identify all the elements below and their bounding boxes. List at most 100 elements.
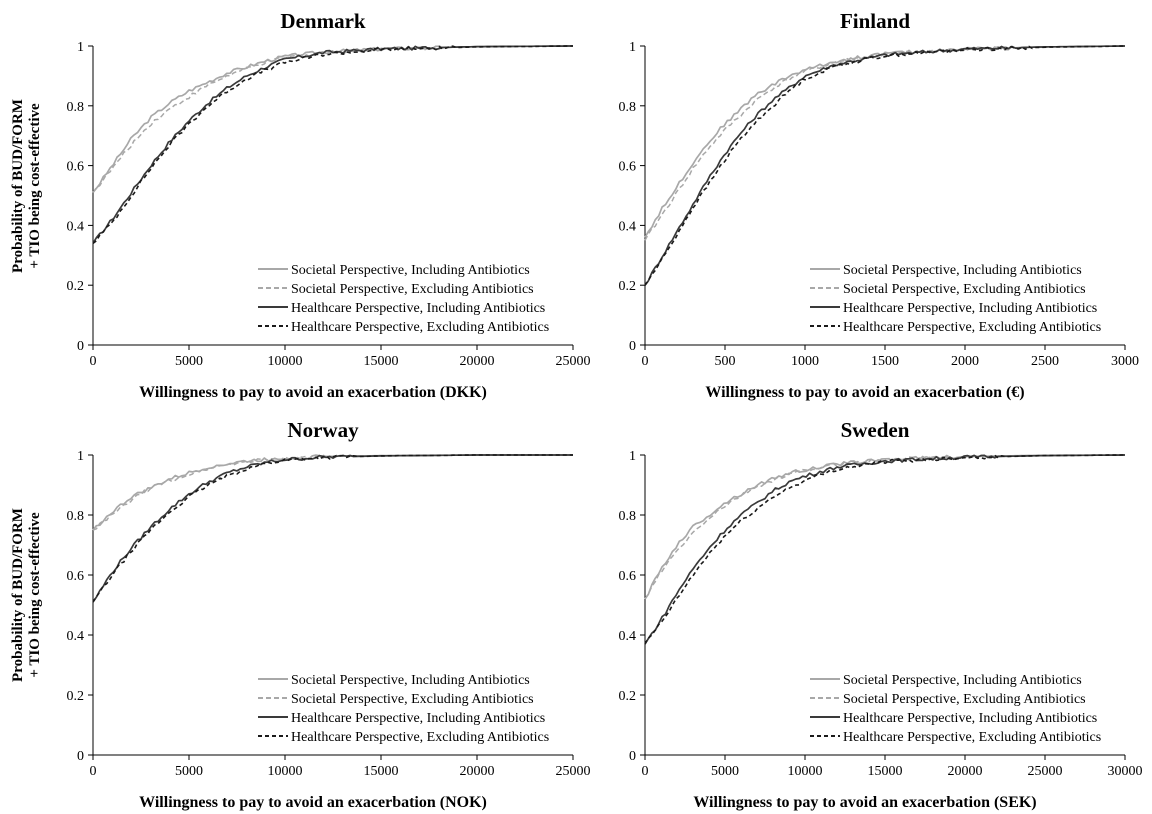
x-tick-label: 0	[642, 764, 649, 779]
series-line	[92, 45, 573, 194]
y-axis-title-line1: Probability of BUD/FORM	[10, 99, 26, 273]
y-tick-label: 0.8	[67, 509, 85, 524]
x-tick-label: 0	[90, 764, 97, 779]
series-line	[92, 454, 573, 603]
x-axis-label: Willingness to pay to avoid an exacerbat…	[705, 384, 1024, 401]
y-tick-label: 0.4	[67, 629, 85, 644]
y-tick-label: 0.4	[619, 219, 637, 234]
legend-label: Societal Perspective, Including Antibiot…	[843, 263, 1082, 278]
series-line	[644, 454, 1125, 645]
series-line	[92, 454, 573, 531]
x-tick-label: 5000	[711, 764, 739, 779]
x-tick-label: 1500	[871, 354, 899, 369]
x-axis-label: Willingness to pay to avoid an exacerbat…	[139, 794, 487, 811]
series-line	[92, 45, 573, 244]
x-tick-label: 3000	[1111, 354, 1139, 369]
x-tick-label: 5000	[175, 764, 203, 779]
y-tick-label: 0.6	[67, 160, 85, 175]
x-axis-label: Willingness to pay to avoid an exacerbat…	[693, 794, 1036, 811]
y-axis-title-line2: + TIO being cost-effective	[27, 512, 43, 678]
legend-label: Healthcare Perspective, Including Antibi…	[843, 711, 1097, 726]
x-tick-label: 1000	[791, 354, 819, 369]
x-tick-label: 15000	[364, 764, 399, 779]
legend-label: Societal Perspective, Excluding Antibiot…	[291, 282, 534, 297]
x-tick-label: 5000	[175, 354, 203, 369]
series-line	[644, 454, 1125, 645]
x-tick-label: 25000	[556, 354, 591, 369]
y-tick-label: 1	[77, 40, 84, 55]
legend-label: Societal Perspective, Excluding Antibiot…	[843, 282, 1086, 297]
chart-title: Norway	[287, 418, 359, 442]
y-tick-label: 0.8	[619, 509, 637, 524]
chart-title: Sweden	[841, 418, 910, 442]
y-tick-label: 0	[77, 749, 84, 764]
series-line	[92, 45, 573, 244]
x-tick-label: 10000	[268, 354, 303, 369]
y-tick-label: 0.4	[67, 219, 85, 234]
x-tick-label: 2500	[1031, 354, 1059, 369]
series-line	[644, 45, 1125, 286]
x-tick-label: 500	[715, 354, 736, 369]
x-tick-label: 25000	[556, 764, 591, 779]
y-tick-label: 1	[629, 40, 636, 55]
x-tick-label: 30000	[1108, 764, 1143, 779]
x-tick-label: 2000	[951, 354, 979, 369]
x-tick-label: 0	[642, 354, 649, 369]
chart-panel: Sweden 0 0.2 0.4 0.6 0.8 1 0 5000 10000 15000 20000…	[619, 418, 1143, 811]
series-line	[92, 454, 573, 603]
x-tick-label: 0	[90, 354, 97, 369]
legend-label: Healthcare Perspective, Including Antibi…	[291, 301, 545, 316]
legend-label: Healthcare Perspective, Including Antibi…	[843, 301, 1097, 316]
legend-label: Societal Perspective, Excluding Antibiot…	[291, 692, 534, 707]
y-tick-label: 0.4	[619, 629, 637, 644]
chart-title: Finland	[840, 9, 910, 33]
series-line	[644, 454, 1125, 600]
legend-label: Societal Perspective, Including Antibiot…	[843, 673, 1082, 688]
y-tick-label: 0	[629, 339, 636, 354]
chart-panel: Finland 0 0.2 0.4 0.6 0.8 1 0 500 1000 1500 2000 250…	[619, 9, 1140, 401]
y-tick-label: 0.2	[67, 279, 85, 294]
legend-label: Healthcare Perspective, Excluding Antibi…	[843, 730, 1101, 745]
y-tick-label: 0.2	[619, 279, 637, 294]
legend-label: Healthcare Perspective, Including Antibi…	[291, 711, 545, 726]
legend-label: Societal Perspective, Excluding Antibiot…	[843, 692, 1086, 707]
y-axis-title-top: Probability of BUD/FORM + TIO being cost…	[10, 99, 43, 273]
y-tick-label: 0	[77, 339, 84, 354]
y-tick-label: 1	[629, 449, 636, 464]
series-line	[644, 45, 1125, 238]
legend-label: Healthcare Perspective, Excluding Antibi…	[291, 730, 549, 745]
y-tick-label: 1	[77, 449, 84, 464]
series-line	[644, 45, 1125, 241]
x-tick-label: 20000	[460, 354, 495, 369]
y-tick-label: 0.6	[67, 569, 85, 584]
y-tick-label: 0.2	[619, 689, 637, 704]
x-tick-label: 15000	[364, 354, 399, 369]
y-tick-label: 0.8	[619, 100, 637, 115]
chart-panel: Denmark 0 0.2 0.4 0.6 0.8 1 0 5000 10000 15000 2000…	[67, 9, 591, 401]
legend-label: Healthcare Perspective, Excluding Antibi…	[843, 320, 1101, 335]
x-tick-label: 10000	[268, 764, 303, 779]
x-tick-label: 15000	[868, 764, 903, 779]
x-axis-label: Willingness to pay to avoid an exacerbat…	[139, 384, 487, 401]
y-tick-label: 0.6	[619, 569, 637, 584]
x-tick-label: 10000	[788, 764, 823, 779]
series-line	[92, 45, 573, 193]
legend-label: Healthcare Perspective, Excluding Antibi…	[291, 320, 549, 335]
series-line	[644, 454, 1125, 600]
y-tick-label: 0.8	[67, 100, 85, 115]
legend-label: Societal Perspective, Including Antibiot…	[291, 263, 530, 278]
y-axis-title-bottom: Probability of BUD/FORM + TIO being cost…	[10, 508, 43, 682]
x-tick-label: 25000	[1028, 764, 1063, 779]
y-tick-label: 0.2	[67, 689, 85, 704]
chart-title: Denmark	[280, 9, 365, 33]
y-tick-label: 0	[629, 749, 636, 764]
series-line	[644, 45, 1126, 286]
y-axis-title-line1: Probability of BUD/FORM	[10, 508, 26, 682]
x-tick-label: 20000	[460, 764, 495, 779]
x-tick-label: 20000	[948, 764, 983, 779]
y-axis-title-line2: + TIO being cost-effective	[27, 103, 43, 269]
y-tick-label: 0.6	[619, 160, 637, 175]
series-line	[92, 454, 573, 531]
